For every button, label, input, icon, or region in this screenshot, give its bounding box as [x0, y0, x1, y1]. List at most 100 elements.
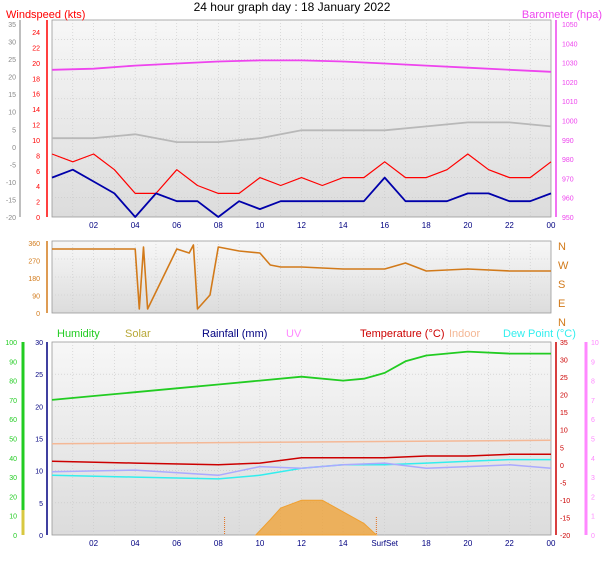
series-humidity [51, 350, 551, 401]
wind-tick-label: 18 [32, 76, 40, 83]
temp-outer-tick-label: 15 [8, 92, 16, 99]
rain-tick-label: 5 [39, 501, 43, 508]
compass-label: W [558, 260, 569, 272]
temp-outer-tick-label: 10 [8, 110, 16, 117]
temperature-tick-label: 20 [560, 393, 568, 400]
series-indoor [51, 439, 552, 445]
x-tick-label: 18 [422, 221, 431, 230]
barometer-tick-label: 990 [562, 138, 574, 145]
x-tick-label: 00 [547, 221, 556, 230]
legend-item: Humidity [57, 328, 100, 340]
direction-tick-label: 0 [36, 311, 40, 318]
uv-tick-label: 1 [591, 514, 595, 521]
uv-tick-label: 6 [591, 417, 595, 424]
x-tick-label: 16 [380, 221, 389, 230]
barometer-tick-label: 980 [562, 157, 574, 164]
x-tick-label: 14 [339, 221, 348, 230]
x-tick-label: 04 [131, 539, 140, 548]
temp-outer-tick-label: -5 [10, 162, 16, 169]
barometer-tick-label: 1010 [562, 99, 578, 106]
humidity-tick-label: 40 [9, 456, 17, 463]
temperature-tick-label: 30 [560, 358, 568, 365]
wind-tick-label: 8 [36, 153, 40, 160]
compass-label: N [558, 317, 566, 329]
wind-tick-label: 12 [32, 123, 40, 130]
x-tick-label: 06 [172, 221, 181, 230]
compass-label: N [558, 241, 566, 253]
legend-item: UV [286, 328, 302, 340]
wind-tick-label: 6 [36, 169, 40, 176]
legend-item: Solar [125, 328, 151, 340]
series-temp_grey [52, 121, 552, 143]
wind-tick-label: 20 [32, 61, 40, 68]
rain-tick-label: 30 [35, 340, 43, 347]
temperature-tick-label: 0 [560, 463, 564, 470]
panels: Windspeed (kts) Barometer (hpa)2422201816… [5, 9, 602, 548]
barometer-tick-label: 970 [562, 176, 574, 183]
temperature-tick-label: -15 [560, 515, 570, 522]
barometer-tick-label: 1040 [562, 41, 578, 48]
rain-tick-label: 25 [35, 372, 43, 379]
x-tick-label: 22 [505, 539, 514, 548]
compass-label: E [558, 298, 565, 310]
humidity-tick-label: 100 [5, 340, 17, 347]
uv-tick-label: 9 [591, 359, 595, 366]
wind-tick-label: 10 [32, 138, 40, 145]
wind-tick-label: 0 [36, 215, 40, 222]
temp-outer-tick-label: -10 [6, 180, 16, 187]
legend-item: Indoor [449, 328, 481, 340]
temperature-tick-label: -5 [560, 480, 566, 487]
rain-tick-label: 0 [39, 533, 43, 540]
barometer-tick-label: 960 [562, 196, 574, 203]
humidity-tick-label: 0 [13, 533, 17, 540]
humidity-tick-label: 20 [9, 494, 17, 501]
series-barometer [51, 59, 552, 73]
chart-title: 24 hour graph day : 18 January 2022 [194, 0, 391, 14]
humidity-tick-label: 60 [9, 417, 17, 424]
x-tick-label: 10 [255, 539, 264, 548]
barometer-tick-label: 1030 [562, 61, 578, 68]
rain-tick-label: 20 [35, 404, 43, 411]
direction-tick-label: 270 [28, 259, 40, 266]
temp-outer-tick-label: 20 [8, 75, 16, 82]
wind-tick-label: 16 [32, 92, 40, 99]
legend-item: Temperature (°C) [360, 328, 444, 340]
uv-tick-label: 0 [591, 533, 595, 540]
compass-label: S [558, 279, 565, 291]
humidity-tick-label: 50 [9, 437, 17, 444]
x-tick-label: 04 [131, 221, 140, 230]
temp-outer-tick-label: 5 [12, 127, 16, 134]
barometer-tick-label: 950 [562, 215, 574, 222]
temperature-tick-label: 10 [560, 428, 568, 435]
uv-tick-label: 4 [591, 456, 595, 463]
temperature-tick-label: -10 [560, 498, 570, 505]
wind-tick-label: 2 [36, 200, 40, 207]
x-tick-label: 14 [339, 539, 348, 548]
barometer-tick-label: 1000 [562, 119, 578, 126]
temp-outer-tick-label: 30 [8, 40, 16, 47]
temperature-tick-label: 5 [560, 445, 564, 452]
barometer-tick-label: 1050 [562, 22, 578, 29]
wind-axis-title: Windspeed (kts) [6, 9, 85, 21]
uv-tick-label: 8 [591, 379, 595, 386]
temperature-tick-label: -20 [560, 533, 570, 540]
humidity-tick-label: 70 [9, 398, 17, 405]
uv-tick-label: 3 [591, 475, 595, 482]
rain-tick-label: 15 [35, 437, 43, 444]
barometer-tick-label: 1020 [562, 80, 578, 87]
humidity-tick-label: 80 [9, 379, 17, 386]
x-tick-label: 22 [505, 221, 514, 230]
series-solar [254, 499, 378, 536]
x-tick-label: SurfSet [371, 539, 398, 548]
uv-tick-label: 10 [591, 340, 599, 347]
x-tick-label: 02 [89, 221, 98, 230]
x-tick-label: 18 [422, 539, 431, 548]
x-tick-label: 06 [172, 539, 181, 548]
temp-outer-tick-label: 25 [8, 57, 16, 64]
series-temperature [51, 453, 551, 466]
direction-tick-label: 90 [32, 294, 40, 301]
series-direction [52, 244, 551, 310]
barometer-axis-title: Barometer (hpa) [522, 9, 602, 21]
temp-outer-tick-label: 0 [12, 145, 16, 152]
